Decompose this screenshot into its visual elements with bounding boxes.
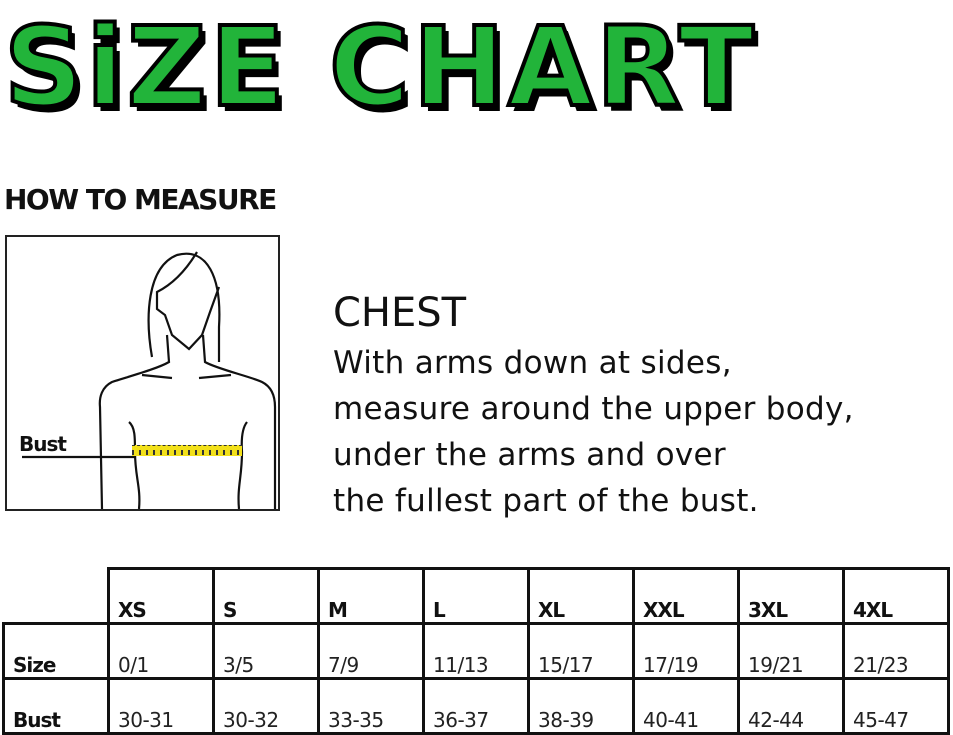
- instruction-line: measure around the upper body,: [333, 391, 854, 427]
- table-cell: 42-44: [737, 677, 845, 735]
- size-header: S: [212, 567, 320, 625]
- instruction-line: the fullest part of the bust.: [333, 483, 759, 519]
- size-header: XS: [107, 567, 215, 625]
- bust-label: Bust: [19, 432, 67, 456]
- table-cell: 38-39: [527, 677, 635, 735]
- chest-instructions: With arms down at sides, measure around …: [333, 340, 948, 524]
- table-cell: 30-32: [212, 677, 320, 735]
- table-row-size: Size 0/1 3/5 7/9 11/13 15/17 17/19 19/21…: [2, 622, 950, 680]
- table-cell: 21/23: [842, 622, 950, 680]
- size-header: XL: [527, 567, 635, 625]
- table-cell: 40-41: [632, 677, 740, 735]
- size-header: 4XL: [842, 567, 950, 625]
- table-cell: 19/21: [737, 622, 845, 680]
- row-label: Size: [2, 622, 110, 680]
- table-cell: 3/5: [212, 622, 320, 680]
- table-cell: 17/19: [632, 622, 740, 680]
- table-cell: 45-47: [842, 677, 950, 735]
- table-cell: 15/17: [527, 622, 635, 680]
- chest-heading: CHEST: [333, 290, 467, 336]
- table-cell: 11/13: [422, 622, 530, 680]
- measurement-figure: Bust: [5, 235, 280, 511]
- table-header-row: XS S M L XL XXL 3XL 4XL: [3, 567, 950, 625]
- instruction-line: With arms down at sides,: [333, 345, 732, 381]
- table-cell: 33-35: [317, 677, 425, 735]
- woman-outline-illustration: [22, 251, 277, 510]
- size-table: XS S M L XL XXL 3XL 4XL Size 0/1 3/5 7/9…: [2, 567, 950, 735]
- size-header: M: [317, 567, 425, 625]
- how-to-measure-heading: HOW TO MEASURE: [4, 183, 277, 216]
- size-header: XXL: [632, 567, 740, 625]
- table-cell: 0/1: [107, 622, 215, 680]
- table-cell: 30-31: [107, 677, 215, 735]
- instruction-line: under the arms and over: [333, 437, 726, 473]
- table-cell: 7/9: [317, 622, 425, 680]
- empty-corner-cell: [3, 568, 110, 625]
- page-title: SiZE CHART: [2, 1, 757, 133]
- size-header: L: [422, 567, 530, 625]
- row-label: Bust: [2, 677, 110, 735]
- size-header: 3XL: [737, 567, 845, 625]
- tape-measure: [132, 445, 242, 456]
- table-row-bust: Bust 30-31 30-32 33-35 36-37 38-39 40-41…: [2, 677, 950, 735]
- table-cell: 36-37: [422, 677, 530, 735]
